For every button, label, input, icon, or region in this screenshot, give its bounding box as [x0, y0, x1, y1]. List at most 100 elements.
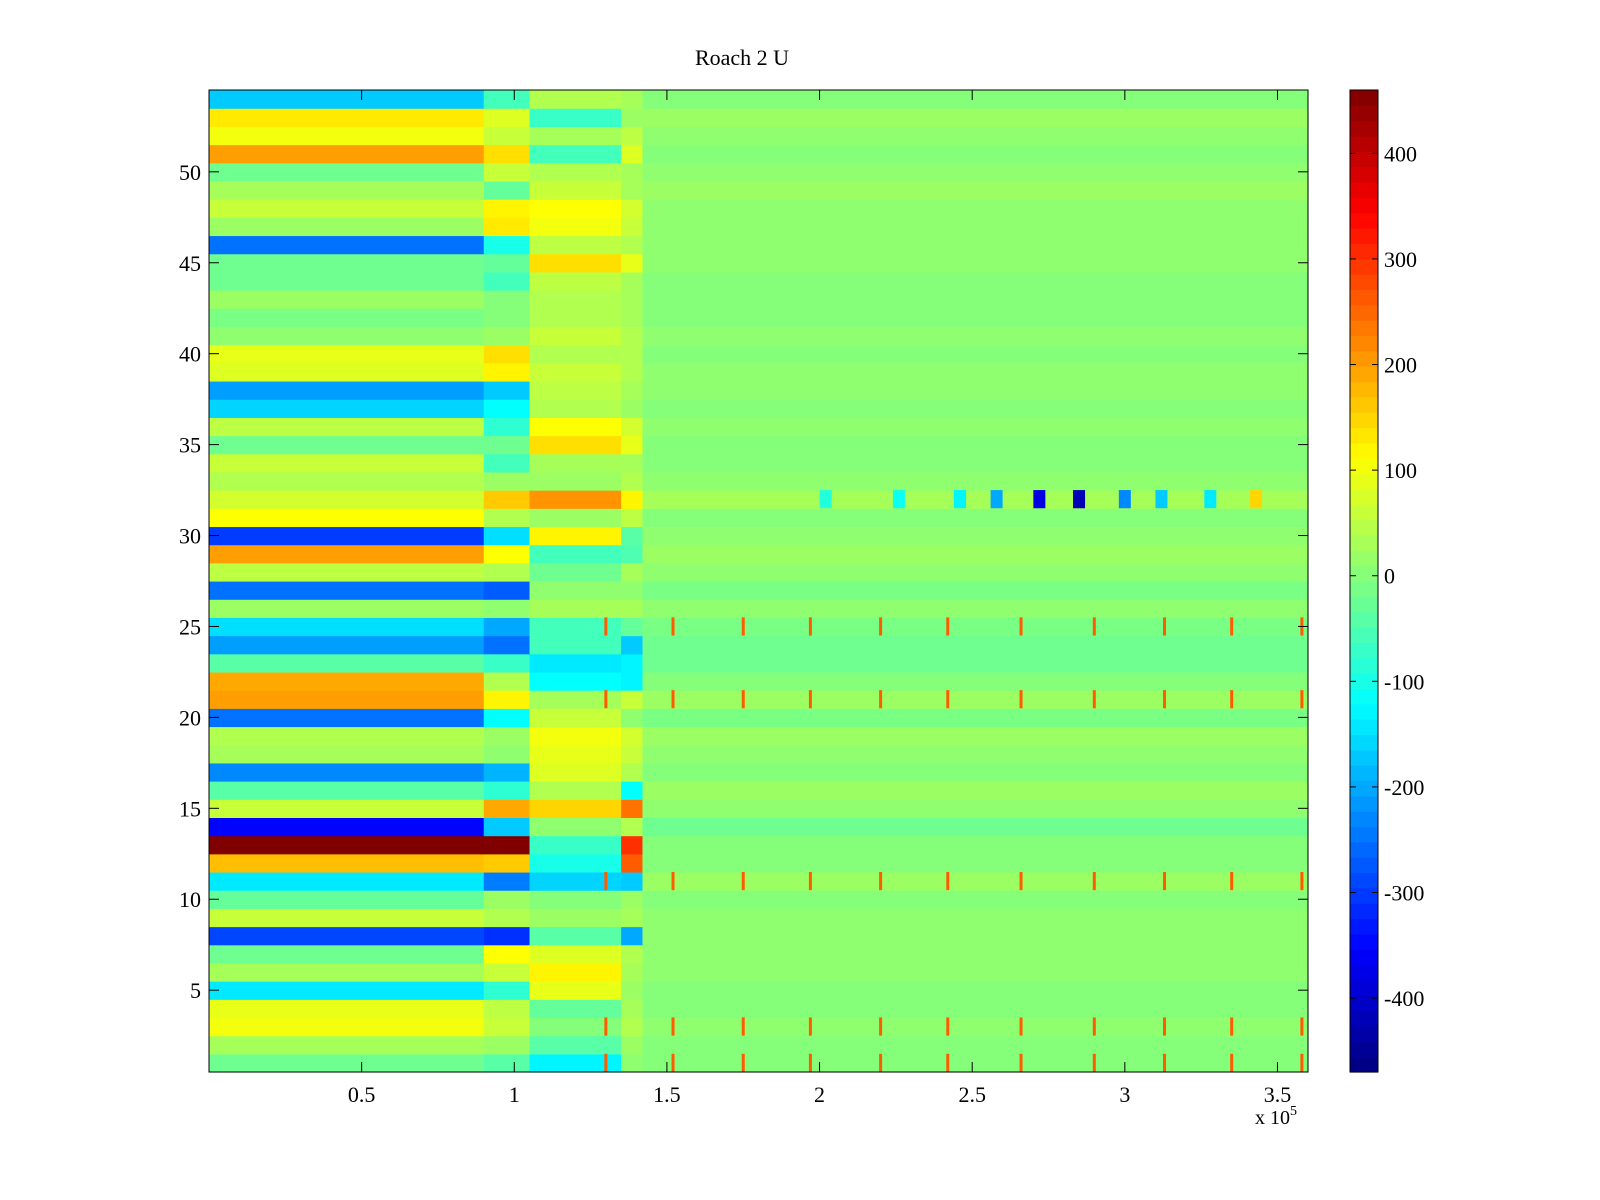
- plot-frame: [208, 89, 1309, 1073]
- heatmap-cell: [642, 90, 1309, 109]
- hot-stripe: [808, 1053, 812, 1072]
- heatmap-cell: [209, 690, 485, 709]
- heatmap-cell: [529, 871, 622, 891]
- heatmap-cell: [209, 835, 485, 855]
- heatmap-cell: [642, 362, 1309, 382]
- heatmap-cell: [642, 526, 1309, 546]
- hot-stripe: [671, 1053, 675, 1072]
- heatmap-cell: [209, 962, 485, 982]
- heatmap-cell: [483, 526, 531, 546]
- colorbar-swatch: [1350, 519, 1378, 536]
- colorbar-swatch: [1350, 182, 1378, 199]
- heatmap-cell: [621, 1017, 644, 1037]
- heatmap-cell: [621, 362, 644, 382]
- heatmap-cell: [621, 962, 644, 982]
- hot-stripe: [671, 690, 675, 709]
- y-axis: 5 10 15 20 25 30 35 40 45 50: [179, 160, 1308, 1003]
- hot-stripe: [1019, 617, 1023, 636]
- heatmap-cell: [642, 908, 1309, 928]
- heatmap-cell: [209, 271, 485, 291]
- heatmap-cell: [209, 908, 485, 928]
- heatmap-cell: [529, 653, 622, 673]
- heatmap-cell: [483, 399, 531, 418]
- colorbar-swatch: [1350, 289, 1378, 306]
- heatmap-cell: [621, 981, 644, 1000]
- heatmap-cell: [621, 344, 644, 364]
- heatmap-cell: [483, 871, 531, 891]
- heatmap-cell: [209, 799, 485, 819]
- heatmap-cell: [642, 435, 1309, 455]
- heatmap-cell: [529, 835, 622, 855]
- colorbar-swatch: [1350, 995, 1378, 1012]
- heatmap-cell: [483, 253, 531, 273]
- heatmap-cell: [209, 562, 485, 582]
- colorbar-swatch: [1350, 780, 1378, 797]
- heatmap-cell: [483, 1017, 531, 1037]
- x-axis-multiplier: x 105: [1255, 1104, 1297, 1129]
- row-event: [892, 490, 905, 509]
- heatmap-cell: [529, 562, 622, 582]
- hot-stripe: [1092, 1053, 1096, 1072]
- colorbar-swatch: [1350, 703, 1378, 720]
- colorbar-swatch: [1350, 1010, 1378, 1027]
- colorbar-swatch: [1350, 565, 1378, 582]
- heatmap-cell: [529, 126, 622, 146]
- heatmap-cell: [642, 253, 1309, 273]
- colorbar-swatch: [1350, 120, 1378, 137]
- heatmap-cell: [209, 653, 485, 673]
- hot-stripe: [1019, 690, 1023, 709]
- heatmap-cell: [529, 781, 622, 800]
- heatmap-cell: [209, 853, 485, 873]
- hot-stripe: [1092, 1017, 1096, 1036]
- heatmap-cell: [642, 635, 1309, 655]
- heatmap-cell: [529, 417, 622, 437]
- heatmap-cell: [642, 581, 1309, 600]
- colorbar-swatch: [1350, 151, 1378, 168]
- heatmap-cell: [642, 562, 1309, 582]
- heatmap-cell: [621, 144, 644, 164]
- heatmap-cell: [209, 90, 485, 109]
- heatmap-cell: [642, 981, 1309, 1000]
- heatmap-area: [208, 89, 1309, 1073]
- colorbar-swatch: [1350, 1041, 1378, 1058]
- heatmap-cell: [209, 1053, 485, 1073]
- heatmap-cell: [483, 1053, 531, 1073]
- heatmap-cell: [209, 490, 485, 509]
- heatmap-cell: [642, 599, 1309, 618]
- hot-stripe: [1019, 1053, 1023, 1072]
- heatmap-cell: [621, 635, 644, 655]
- heatmap-cell: [529, 581, 622, 600]
- hot-stripe: [1230, 871, 1234, 891]
- heatmap-cell: [642, 199, 1309, 218]
- heatmap-cell: [621, 471, 644, 491]
- heatmap-cell: [529, 362, 622, 382]
- heatmap-cell: [642, 308, 1309, 328]
- heatmap-cell: [621, 217, 644, 237]
- heatmap-cell: [621, 671, 644, 691]
- x-tick-label: 0.5: [348, 1082, 376, 1107]
- heatmap-cell: [621, 871, 644, 891]
- hot-stripe: [1230, 1053, 1234, 1072]
- hot-stripe: [946, 617, 950, 636]
- y-tick-label: 25: [179, 614, 201, 639]
- heatmap-cell: [529, 635, 622, 655]
- colorbar-swatch: [1350, 657, 1378, 674]
- heatmap-cell: [529, 162, 622, 182]
- heatmap-cell: [209, 635, 485, 655]
- hot-stripe: [741, 1053, 745, 1072]
- heatmap-cell: [483, 162, 531, 182]
- hot-stripe: [879, 1053, 883, 1072]
- colorbar-swatch: [1350, 642, 1378, 659]
- heatmap-cell: [483, 890, 531, 909]
- heatmap-cell: [483, 690, 531, 709]
- heatmap-cell: [642, 126, 1309, 146]
- heatmap-cell: [621, 326, 644, 346]
- colorbar-swatch: [1350, 274, 1378, 291]
- heatmap-cell: [529, 290, 622, 309]
- heatmap-cell: [483, 1035, 531, 1055]
- heatmap-cell: [529, 817, 622, 837]
- hot-stripe: [879, 1017, 883, 1036]
- heatmap-cell: [483, 362, 531, 382]
- colorbar-swatch: [1350, 504, 1378, 521]
- heatmap-cell: [621, 290, 644, 309]
